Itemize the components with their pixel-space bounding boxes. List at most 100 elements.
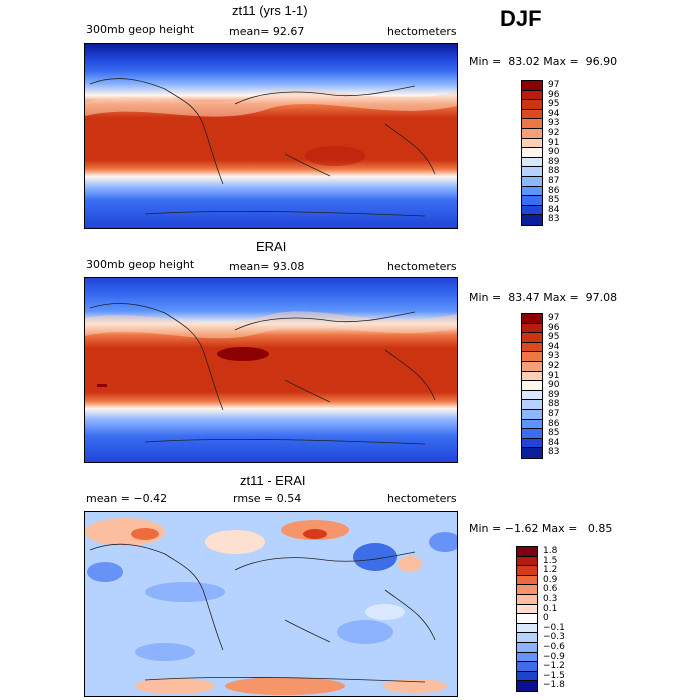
colorbar-swatch bbox=[517, 681, 537, 691]
panel1-map-svg bbox=[85, 44, 457, 228]
panel3-mean: mean = −0.42 bbox=[86, 492, 168, 505]
colorbar-tick-label: 84 bbox=[548, 204, 560, 215]
colorbar-swatch bbox=[517, 623, 537, 634]
panel1-colorbar-labels: 97 96 95 94 93 92 91 90 89 88 87 86 85 84 83 bbox=[548, 80, 588, 224]
colorbar-tick-label: 93 bbox=[548, 351, 560, 362]
colorbar-tick-label: −0.1 bbox=[543, 622, 565, 633]
colorbar-swatch bbox=[517, 642, 537, 653]
panel1-colorbar bbox=[521, 80, 543, 226]
colorbar-swatch bbox=[522, 90, 542, 101]
panel3-map-svg bbox=[85, 512, 457, 696]
colorbar-swatch bbox=[517, 575, 537, 586]
colorbar-tick-label: 93 bbox=[548, 118, 560, 129]
colorbar-tick-label: −1.5 bbox=[543, 670, 565, 681]
colorbar-swatch bbox=[522, 381, 542, 391]
colorbar-tick-label: 85 bbox=[548, 428, 560, 439]
colorbar-tick-label: 95 bbox=[548, 99, 560, 110]
panel1-variable-label: 300mb geop height bbox=[86, 23, 195, 36]
panel1-minmax: Min = 83.02 Max = 96.90 bbox=[469, 55, 618, 68]
colorbar-tick-label: −0.3 bbox=[543, 632, 565, 643]
colorbar-swatch bbox=[522, 371, 542, 382]
colorbar-tick-label: 0.6 bbox=[543, 584, 558, 595]
panel2-mean: mean= 93.08 bbox=[229, 260, 305, 273]
panel2-colorbar bbox=[521, 313, 543, 459]
colorbar-swatch bbox=[522, 205, 542, 216]
panel2-units: hectometers bbox=[387, 260, 457, 273]
colorbar-tick-label: 92 bbox=[548, 128, 560, 138]
colorbar-tick-label: −1.8 bbox=[543, 680, 565, 691]
colorbar-tick-label: 90 bbox=[548, 147, 560, 158]
panel3-colorbar bbox=[516, 546, 538, 692]
colorbar-tick-label: 0.1 bbox=[543, 603, 558, 614]
colorbar-swatch bbox=[522, 157, 542, 168]
colorbar-tick-label: 91 bbox=[548, 137, 560, 148]
colorbar-swatch bbox=[517, 594, 537, 605]
panel3-minmax: Min = −1.62 Max = 0.85 bbox=[469, 522, 613, 535]
colorbar-swatch bbox=[522, 100, 542, 110]
panel2-map bbox=[84, 277, 458, 463]
colorbar-swatch bbox=[522, 419, 542, 430]
season-title: DJF bbox=[500, 6, 542, 31]
colorbar-swatch bbox=[522, 400, 542, 410]
colorbar-swatch bbox=[522, 196, 542, 206]
colorbar-swatch bbox=[522, 148, 542, 158]
colorbar-tick-label: −0.9 bbox=[543, 651, 565, 662]
colorbar-swatch bbox=[517, 671, 537, 682]
colorbar-tick-label: 1.2 bbox=[543, 565, 558, 576]
colorbar-tick-label: 83 bbox=[548, 214, 560, 225]
colorbar-swatch bbox=[517, 566, 537, 576]
colorbar-swatch bbox=[522, 109, 542, 120]
colorbar-swatch bbox=[522, 314, 542, 324]
colorbar-swatch bbox=[522, 167, 542, 177]
colorbar-swatch bbox=[517, 547, 537, 557]
colorbar-tick-label: 1.8 bbox=[543, 546, 558, 556]
colorbar-swatch bbox=[522, 128, 542, 139]
panel2-variable-label: 300mb geop height bbox=[86, 258, 195, 271]
colorbar-tick-label: 87 bbox=[548, 409, 560, 419]
colorbar-tick-label: 97 bbox=[548, 80, 560, 90]
colorbar-tick-label: 87 bbox=[548, 176, 560, 186]
colorbar-tick-label: 0.9 bbox=[543, 574, 558, 585]
colorbar-swatch bbox=[522, 352, 542, 362]
colorbar-tick-label: 85 bbox=[548, 195, 560, 206]
colorbar-tick-label: 90 bbox=[548, 380, 560, 391]
colorbar-tick-label: 86 bbox=[548, 418, 560, 429]
colorbar-swatch bbox=[522, 81, 542, 91]
colorbar-swatch bbox=[517, 556, 537, 567]
colorbar-swatch bbox=[522, 342, 542, 353]
colorbar-tick-label: 94 bbox=[548, 341, 560, 352]
colorbar-swatch bbox=[522, 176, 542, 187]
colorbar-swatch bbox=[522, 429, 542, 439]
panel1-units: hectometers bbox=[387, 25, 457, 38]
panel3-rmse: rmse = 0.54 bbox=[233, 492, 302, 505]
colorbar-tick-label: 86 bbox=[548, 185, 560, 196]
colorbar-tick-label: 88 bbox=[548, 399, 560, 410]
colorbar-swatch bbox=[517, 585, 537, 595]
colorbar-tick-label: 89 bbox=[548, 389, 560, 400]
panel3-units: hectometers bbox=[387, 492, 457, 505]
colorbar-tick-label: 97 bbox=[548, 313, 560, 323]
colorbar-tick-label: 83 bbox=[548, 447, 560, 458]
colorbar-tick-label: 95 bbox=[548, 332, 560, 343]
colorbar-swatch bbox=[522, 361, 542, 372]
colorbar-tick-label: 92 bbox=[548, 361, 560, 371]
colorbar-swatch bbox=[522, 409, 542, 420]
colorbar-swatch bbox=[517, 633, 537, 643]
colorbar-swatch bbox=[522, 390, 542, 401]
colorbar-tick-label: 1.5 bbox=[543, 555, 558, 566]
colorbar-tick-label: 89 bbox=[548, 156, 560, 167]
panel3-colorbar-labels: 1.8 1.5 1.2 0.9 0.6 0.3 0.1 0 −0.1 −0.3 −0.6 −0.9 −1… bbox=[543, 546, 583, 690]
panel2-colorbar-labels: 97 96 95 94 93 92 91 90 89 88 87 86 85 84 83 bbox=[548, 313, 588, 457]
panel2-map-svg bbox=[85, 278, 457, 462]
colorbar-tick-label: 0 bbox=[543, 613, 549, 624]
colorbar-tick-label: 84 bbox=[548, 437, 560, 448]
colorbar-swatch bbox=[522, 119, 542, 129]
colorbar-tick-label: −0.6 bbox=[543, 642, 565, 652]
colorbar-swatch bbox=[517, 614, 537, 624]
colorbar-swatch bbox=[522, 215, 542, 225]
panel2-title: ERAI bbox=[256, 239, 287, 254]
colorbar-tick-label: 96 bbox=[548, 89, 560, 100]
colorbar-swatch bbox=[522, 448, 542, 458]
panel1-mean: mean= 92.67 bbox=[229, 25, 305, 38]
colorbar-swatch bbox=[522, 333, 542, 343]
